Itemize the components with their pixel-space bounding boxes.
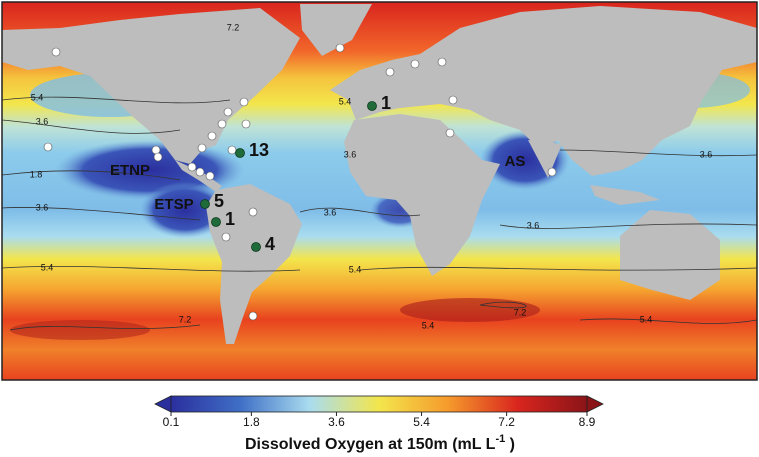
sample-site [248,311,258,321]
colorbar-title-superscript: -1 [495,433,505,445]
contour-label: 5.4 [422,320,435,330]
greenland [300,4,372,56]
study-site [251,242,261,252]
sample-site [248,207,258,217]
region-label: ETSP [154,196,193,213]
colorbar-tick-label: 1.8 [243,415,260,429]
contour-label: 5.4 [31,92,44,102]
contour-label: 3.6 [527,220,540,230]
study-site [235,148,245,158]
sample-site [205,171,215,181]
sample-site [223,107,233,117]
contour-label: 5.4 [349,264,362,274]
contour-label: 7.2 [514,307,527,317]
contour-label: 3.6 [36,202,49,212]
colorbar-title-suffix: ) [505,436,515,453]
sample-site [241,119,251,129]
contour-line [1,96,758,331]
africa [344,114,500,276]
colorbar-title-text: Dissolved Oxygen at 150m (mL L [245,436,496,453]
sample-site [410,59,420,69]
eurasia [330,6,757,176]
colorbar-bar [170,395,588,413]
contour-label: 5.4 [41,262,54,272]
contour-label: 5.4 [640,314,653,324]
sites [43,43,557,321]
sample-site [448,95,458,105]
sample-site [43,142,53,152]
high-oxygen-area [10,320,150,340]
sample-site [227,145,237,155]
map-frame [1,1,758,381]
contour-label: 3.6 [36,116,49,126]
contour-label: 3.6 [324,207,337,217]
study-site [367,101,377,111]
site-count: 13 [249,140,269,160]
south-america [206,184,302,344]
sample-site [547,167,557,177]
study-site [211,217,221,227]
colorbar: Dissolved Oxygen at 150m (mL L-1 ) 0.1 1.… [154,395,604,453]
contour-label: 7.2 [227,22,240,32]
site-count: 4 [265,234,275,254]
map-labels: 7.2 5.4 5.4 3.6 3.6 3.6 1.8 3.6 3.6 3.6 5.4 5.4 7.2 5… [30,22,713,330]
colorbar-tick-label: 0.1 [163,415,180,429]
study-site [200,199,210,209]
sample-site [437,57,447,67]
sample-site [153,152,163,162]
sample-site [195,167,205,177]
sample-site [239,97,249,107]
region-label: AS [505,153,526,170]
australia [620,210,720,300]
sample-site [187,162,197,172]
india [528,140,562,178]
high-oxygen-area [400,298,540,322]
colorbar-arrow-high [586,395,604,413]
contour-label: 5.4 [339,96,352,106]
sample-site [445,128,455,138]
contour-label: 7.2 [179,314,192,324]
site-count: 5 [214,191,224,211]
sample-site [221,232,231,242]
sample-site [207,131,217,141]
contour-label: 1.8 [30,169,43,179]
sample-site [51,47,61,57]
colorbar-tick-label: 7.2 [498,415,515,429]
indonesia [590,185,660,205]
colorbar-arrow-low [154,395,172,413]
colorbar-tick-label: 3.6 [328,415,345,429]
colorbar-title: Dissolved Oxygen at 150m (mL L-1 ) [245,433,515,453]
site-count: 1 [225,209,235,229]
site-count: 1 [381,93,391,113]
colorbar-tick-label: 8.9 [579,415,596,429]
sample-site [217,119,227,129]
sample-site [197,143,207,153]
contour-label: 3.6 [344,149,357,159]
sample-site [335,43,345,53]
omz-etsp [140,182,230,238]
sample-site [385,67,395,77]
region-label: ETNP [110,162,150,179]
contour-label: 3.6 [700,149,713,159]
colorbar-tick-label: 5.4 [413,415,430,429]
